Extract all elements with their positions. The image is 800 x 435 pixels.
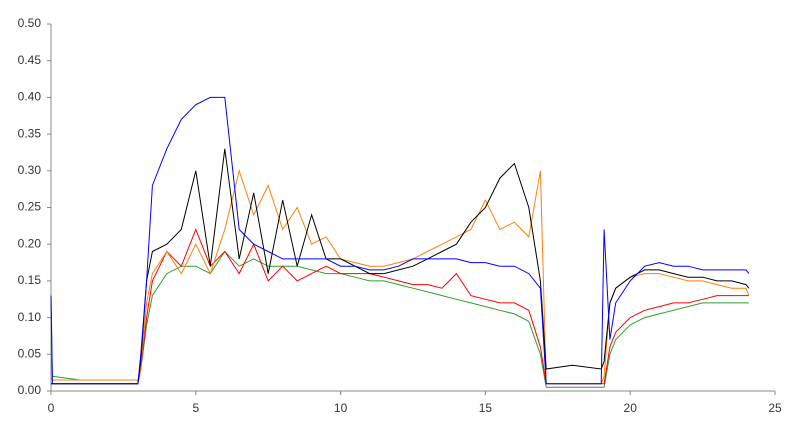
y-tick-label: 0.40 [18,90,42,104]
x-tick-label: 20 [624,401,638,415]
y-tick-label: 0.05 [18,346,42,360]
y-tick-label: 0.10 [18,310,42,324]
x-tick-label: 0 [48,401,55,415]
series-line [51,228,749,385]
y-tick-label: 0.15 [18,273,42,287]
y-tick-label: 0.20 [18,236,42,250]
y-tick-label: 0.50 [18,16,42,30]
x-tick-label: 10 [334,401,348,415]
series-line [50,250,749,388]
y-tick-label: 0.45 [18,53,42,67]
y-tick-label: 0.30 [18,163,42,177]
x-tick-label: 15 [479,401,493,415]
x-tick-label: 5 [192,401,199,415]
series-line [50,168,750,385]
x-tick-label: 25 [768,401,782,415]
y-tick-label: 0.25 [18,200,42,214]
y-tick-label: 0.35 [18,126,42,140]
y-tick-label: 0.00 [18,383,42,397]
series-line [51,148,750,385]
series-line [50,96,750,385]
